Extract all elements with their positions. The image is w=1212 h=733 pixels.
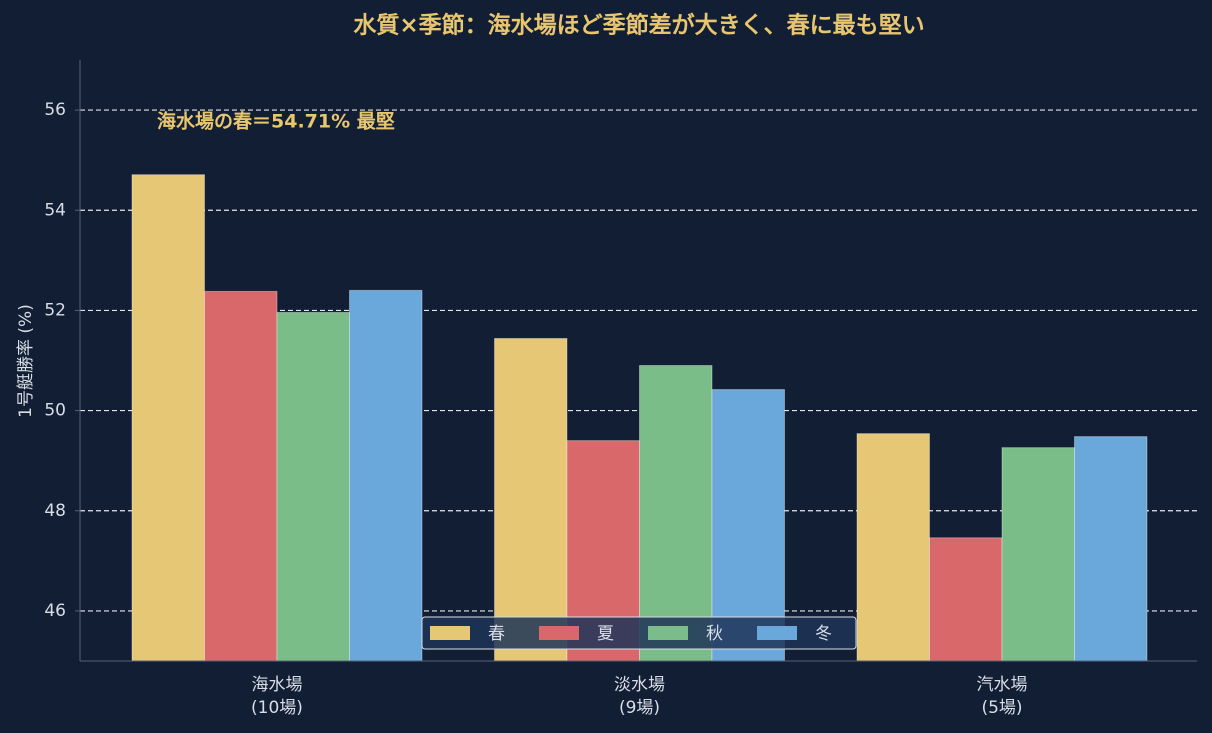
x-tick-label: 淡水場(9場) (614, 675, 665, 718)
y-tick-label: 56 (44, 100, 66, 120)
legend-swatch (539, 626, 579, 640)
bar (856, 433, 930, 662)
bar (1074, 436, 1148, 662)
bar (1001, 447, 1075, 662)
bars (131, 174, 1148, 662)
legend-label: 秋 (706, 624, 723, 644)
bar (131, 174, 205, 662)
y-tick-label: 48 (44, 501, 66, 521)
bar (349, 289, 423, 662)
bar (711, 389, 785, 662)
legend-label: 冬 (815, 624, 832, 644)
legend: 春夏秋冬 (421, 616, 857, 650)
bar (494, 337, 568, 662)
legend-label: 夏 (597, 624, 614, 644)
bar (639, 365, 713, 662)
y-tick-label: 50 (44, 401, 66, 421)
legend-box (421, 616, 857, 650)
legend-swatch (648, 626, 688, 640)
y-axis-label: 1号艇勝率 (%) (16, 304, 36, 418)
legend-swatch (757, 626, 797, 640)
annotation: 海水場の春＝54.71% 最堅 (157, 110, 395, 133)
x-tick-label: 海水場(10場) (251, 675, 303, 718)
legend-swatch (430, 626, 470, 640)
chart-title: 水質×季節：海水場ほど季節差が大きく、春に最も堅い (353, 12, 924, 39)
x-tick-label: 汽水場(5場) (977, 675, 1028, 718)
bar (276, 311, 350, 662)
bar (929, 537, 1003, 662)
y-tick-label: 46 (44, 601, 66, 621)
bar (204, 290, 278, 662)
y-tick-label: 54 (44, 200, 66, 220)
y-tick-label: 52 (44, 300, 66, 320)
legend-label: 春 (488, 624, 505, 644)
